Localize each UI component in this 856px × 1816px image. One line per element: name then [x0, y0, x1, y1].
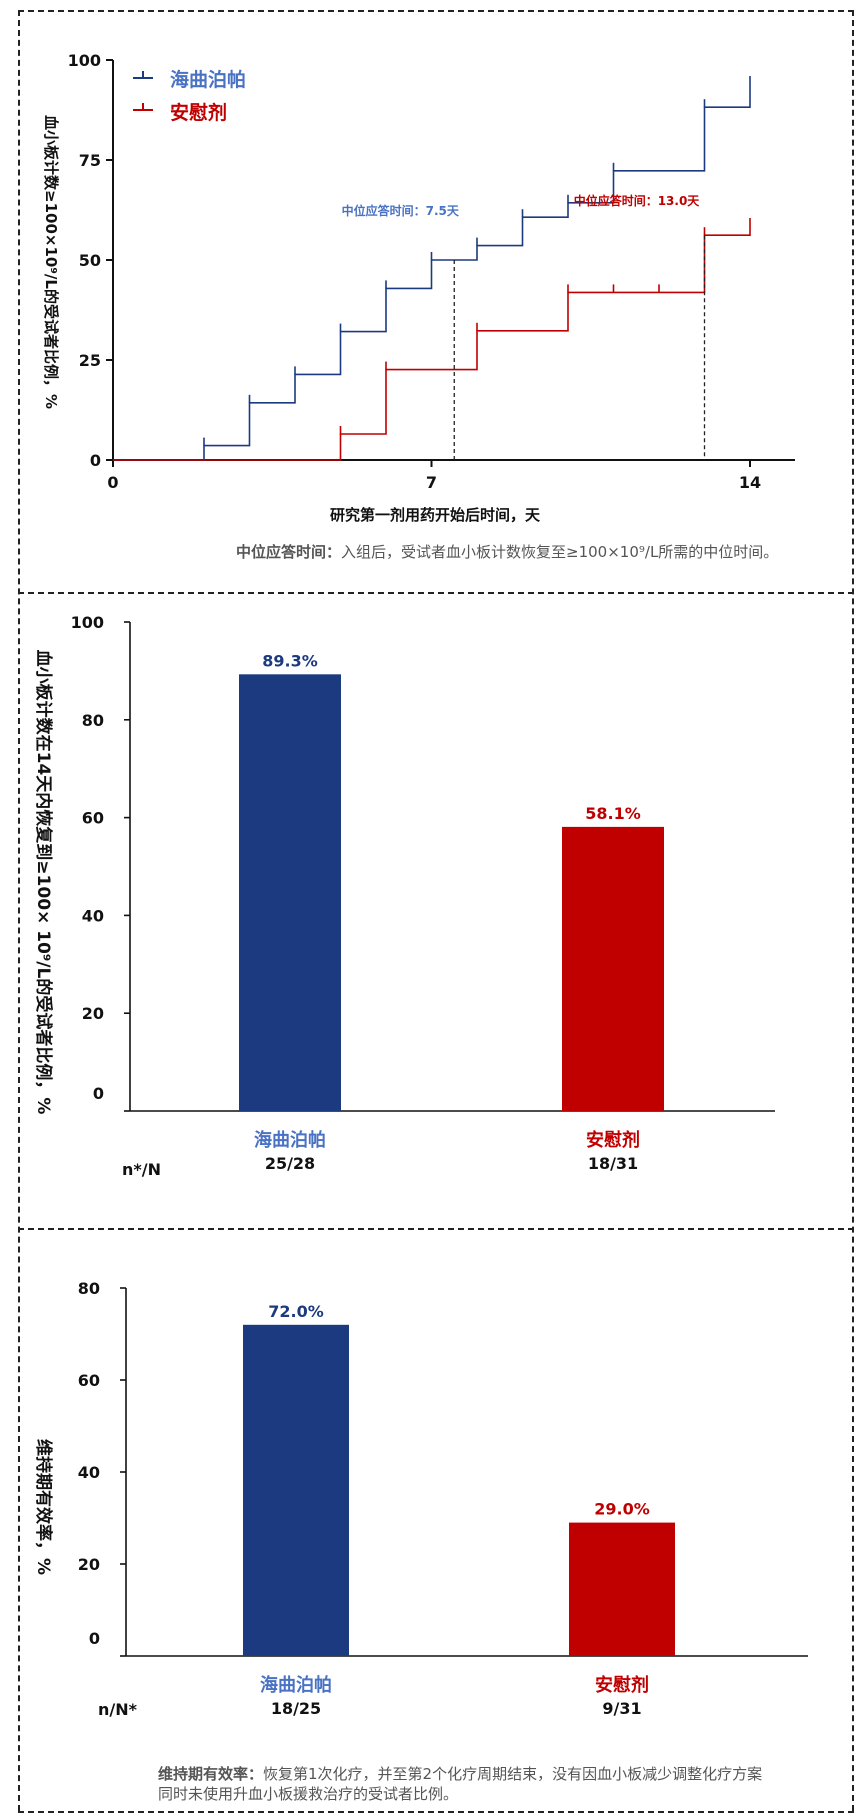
legend-label-0: 海曲泊帕 [170, 68, 246, 91]
bar2-bars: 72.0% 海曲泊帕 18/25 29.0% 安慰剂 9/31 [243, 1302, 675, 1718]
bar_chart_2-bar-1 [569, 1522, 675, 1656]
bar-chart-2: 0 20 40 60 80 72.0% 海曲泊帕 18/25 29.0% 安慰剂 9/31 维持期… [33, 1279, 808, 1719]
bar_chart_2-category-label-1: 安慰剂 [595, 1674, 649, 1696]
legend-label-1: 安慰剂 [170, 101, 227, 124]
bar_chart_1-y-tick-label: 0 [93, 1084, 104, 1103]
bar_chart_2-value-label-0: 72.0% [268, 1302, 324, 1321]
km-x-tick-label: 14 [739, 473, 761, 492]
bar2-note-line2: 同时未使用升血小板援救治疗的受试者比例。 [158, 1785, 459, 1803]
km-note-label: 中位应答时间： [236, 543, 342, 561]
bar_chart_1-category-label-0: 海曲泊帕 [254, 1129, 326, 1151]
bar2-note: 维持期有效率：恢复第1次化疗，并至第2个化疗周期结束，没有因血小板减少调整化疗方… [158, 1764, 848, 1804]
bar2-note-label: 维持期有效率： [158, 1765, 264, 1783]
bar1-n-label: n*/N [122, 1160, 161, 1179]
bar2-note-line1: 维持期有效率：恢复第1次化疗，并至第2个化疗周期结束，没有因血小板减少调整化疗方… [158, 1764, 848, 1784]
km-x-axis-label: 研究第一剂用药开始后时间，天 [330, 506, 541, 524]
km-y-tick-label: 25 [79, 351, 101, 370]
bar_chart_1-n-value-1: 18/31 [588, 1154, 638, 1173]
bar_chart_2-y-tick-label: 80 [78, 1279, 100, 1298]
bar_chart_2-y-tick-label: 60 [78, 1371, 100, 1390]
km-x-tick-label: 0 [107, 473, 118, 492]
bar-chart-1: 0 20 40 60 80 100 89.3% 海曲泊帕 25/28 58.1% 安慰剂 18/31… [33, 613, 775, 1179]
km-y-ticks: 0 25 50 75 100 [68, 51, 113, 470]
divider-2 [18, 1228, 854, 1230]
bar_chart_1-category-label-1: 安慰剂 [586, 1129, 640, 1151]
km-y-tick-label: 50 [79, 251, 101, 270]
bar2-n-label: n/N* [98, 1700, 138, 1719]
km-median-label-1: 中位应答时间：13.0天 [574, 193, 701, 208]
legend-swatch-1 [133, 103, 153, 111]
frame-top-border [18, 10, 854, 12]
bar_chart_2-y-tick-label: 0 [89, 1629, 100, 1648]
frame-bottom-border [18, 1811, 854, 1813]
km-series-line-0 [113, 84, 751, 461]
bar_chart_1-y-tick-label: 80 [82, 711, 104, 730]
km-legend: 海曲泊帕 安慰剂 [133, 68, 246, 124]
bar_chart_2-value-label-1: 29.0% [594, 1500, 650, 1519]
bar_chart_2-y-tick-label: 40 [78, 1463, 100, 1482]
bar_chart_1-bar-0 [239, 674, 341, 1111]
divider-1 [18, 592, 854, 594]
bar2-y-axis-label: 维持期有效率，% [33, 1439, 54, 1575]
km-y-tick-label: 0 [90, 451, 101, 470]
bar_chart_1-y-tick-label: 20 [82, 1004, 104, 1023]
bar_chart_1-value-label-1: 58.1% [585, 804, 641, 823]
bar2-note-text1: 恢复第1次化疗，并至第2个化疗周期结束，没有因血小板减少调整化疗方案 [263, 1765, 763, 1783]
km-median-label-0: 中位应答时间：7.5天 [342, 203, 460, 218]
bar_chart_2-category-label-0: 海曲泊帕 [260, 1674, 332, 1696]
km-y-tick-label: 75 [79, 151, 101, 170]
bar_chart_1-value-label-0: 89.3% [262, 651, 318, 670]
frame-side-borders [18, 10, 854, 1811]
bar_chart_2-y-tick-label: 20 [78, 1555, 100, 1574]
km-x-tick-label: 7 [426, 473, 437, 492]
km-note: 中位应答时间：入组后，受试者血小板计数恢复至≥100×10⁹/L所需的中位时间。 [236, 542, 846, 562]
bar1-bars: 89.3% 海曲泊帕 25/28 58.1% 安慰剂 18/31 [239, 651, 664, 1173]
bar_chart_1-n-value-0: 25/28 [265, 1154, 315, 1173]
km-medians: 中位应答时间：7.5天 中位应答时间：13.0天 [342, 193, 706, 460]
bar_chart_2-bar-0 [243, 1324, 349, 1656]
bar1-axes: 0 20 40 60 80 100 [71, 613, 775, 1112]
km-y-tick-label: 100 [68, 51, 101, 70]
bar1-y-axis-label: 血小板计数在14天内恢复到≥100× 10⁹/L的受试者比例，% [33, 650, 54, 1115]
bar_chart_1-y-tick-label: 40 [82, 906, 104, 925]
bar_chart_2-n-value-0: 18/25 [271, 1699, 321, 1718]
km-series [113, 76, 751, 461]
bar_chart_1-y-tick-label: 60 [82, 809, 104, 828]
bar_chart_1-y-tick-label: 100 [71, 613, 104, 632]
km-y-axis-label: 血小板计数≥100×10⁹/L的受试者比例，% [42, 115, 60, 409]
km-note-text: 入组后，受试者血小板计数恢复至≥100×10⁹/L所需的中位时间。 [341, 543, 779, 561]
km-x-ticks: 0 7 14 [107, 460, 761, 492]
legend-swatch-0 [133, 71, 153, 79]
bar2-axes: 0 20 40 60 80 [78, 1279, 808, 1657]
bar_chart_2-n-value-1: 9/31 [602, 1699, 641, 1718]
bar_chart_1-bar-1 [562, 826, 664, 1111]
